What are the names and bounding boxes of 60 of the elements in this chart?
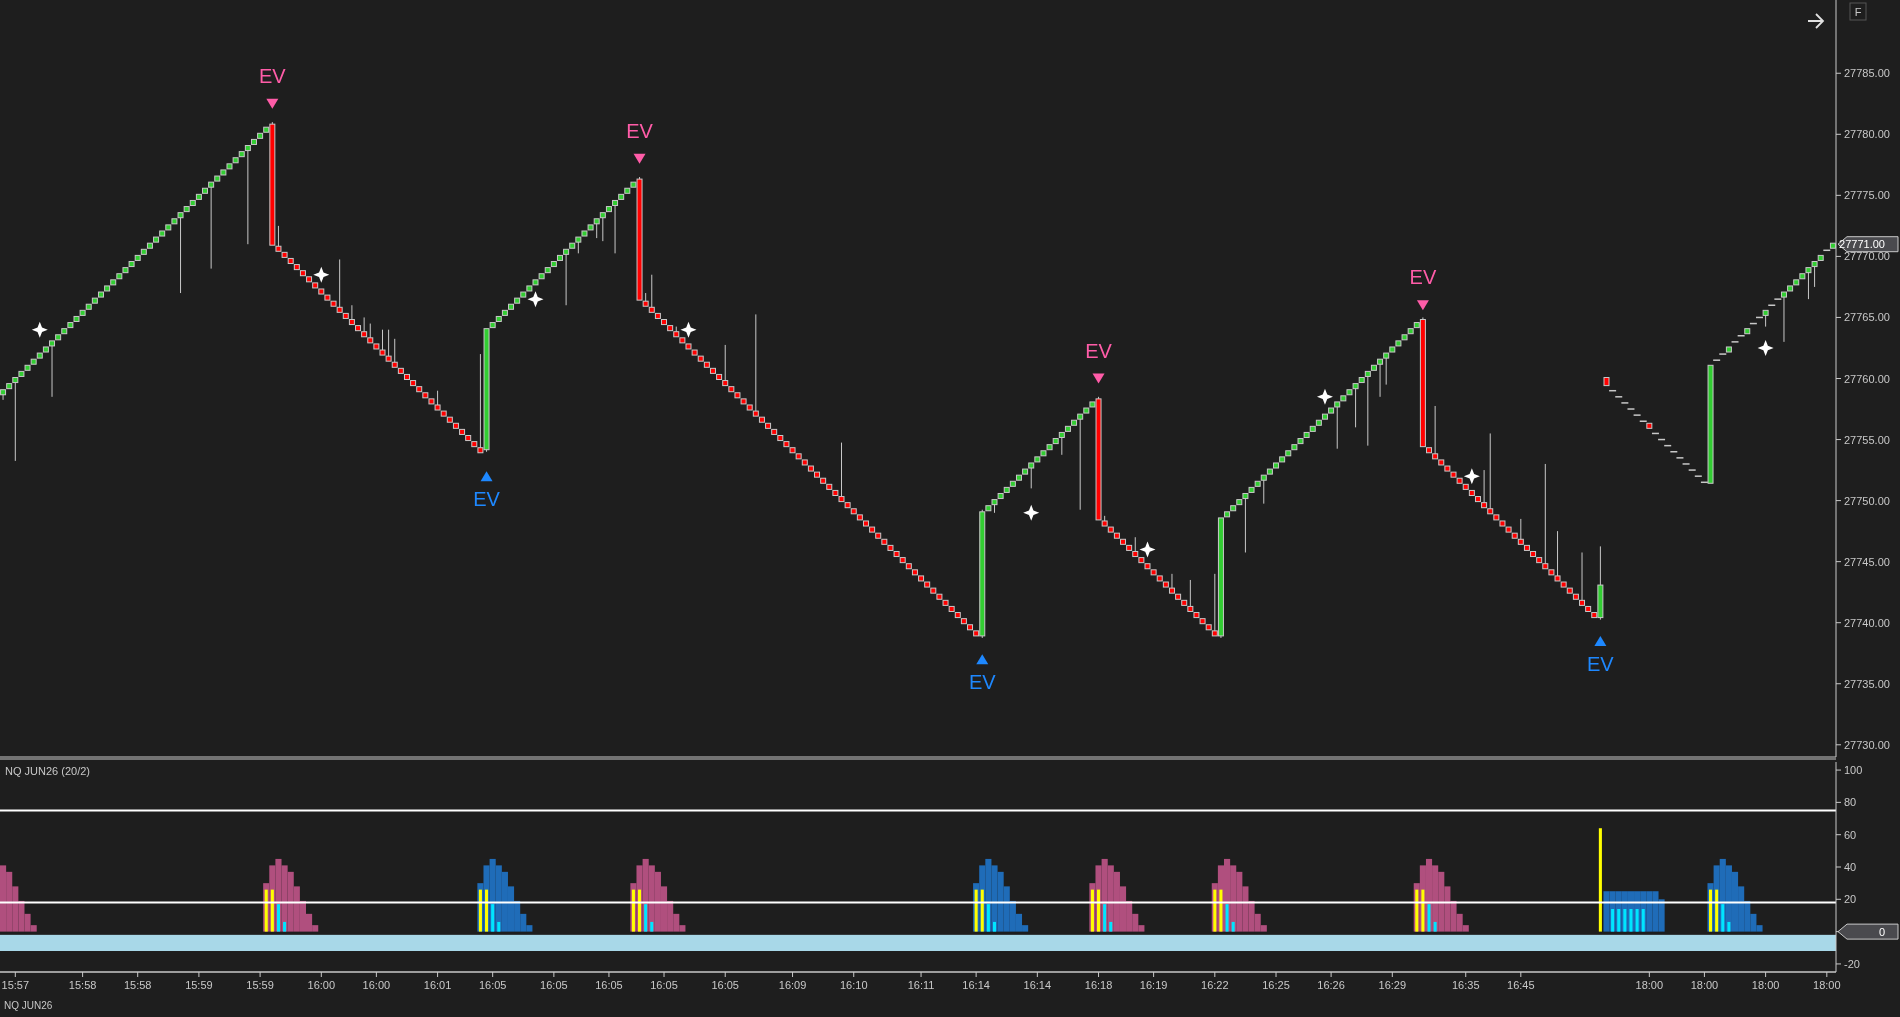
y-tick-label: 27750.00: [1844, 494, 1890, 507]
x-tick-label: 18:00: [1813, 979, 1841, 991]
y-tick-label: 27730.00: [1844, 738, 1890, 751]
y-tick-label: 100: [1844, 764, 1863, 777]
text: 27771.00: [1839, 238, 1885, 251]
y-tick-label: 40: [1844, 861, 1857, 873]
y-tick-label: 27785.00: [1844, 67, 1890, 80]
x-tick-label: 16:00: [307, 979, 336, 991]
x-tick-label: 16:22: [1201, 979, 1229, 991]
text: 0: [1878, 925, 1885, 938]
x-tick-label: 18:00: [1751, 979, 1780, 991]
text: EV: [1409, 266, 1437, 289]
x-tick-label: 15:59: [185, 979, 213, 991]
text: EV: [473, 488, 500, 511]
y-tick-label: 27765.00: [1844, 311, 1890, 324]
x-tick-label: 16:05: [540, 979, 568, 991]
x-tick-label: 16:19: [1139, 979, 1168, 991]
y-tick-label: 27755.00: [1844, 433, 1890, 446]
series-label: EV: [626, 119, 654, 142]
x-tick-label: 18:00: [1635, 979, 1664, 991]
text: EV: [259, 64, 286, 87]
x-tick-label: 16:14: [962, 979, 990, 991]
series-label: EV: [1587, 653, 1615, 676]
x-tick-label: 16:05: [478, 979, 507, 991]
x-tick-label: 15:57: [1, 979, 30, 991]
x-tick-label: 16:14: [1023, 979, 1052, 991]
text: EV: [968, 671, 996, 694]
x-tick-label: 15:58: [68, 979, 97, 991]
text: F: [1854, 6, 1862, 18]
y-tick-label: 20: [1844, 893, 1857, 906]
x-tick-label: 16:18: [1084, 979, 1113, 991]
y-tick-label: 27735.00: [1844, 677, 1890, 690]
x-tick-label: 15:58: [123, 979, 152, 991]
y-tick-label: -20: [1844, 957, 1860, 970]
y-tick-label: 27740.00: [1844, 616, 1890, 629]
x-tick-label: 16:45: [1507, 979, 1535, 991]
x-tick-label: 16:25: [1262, 979, 1290, 991]
text: EV: [1085, 339, 1112, 362]
x-tick-label: 16:09: [778, 979, 807, 991]
x-tick-label: 16:05: [711, 979, 739, 991]
chart-title: NQ JUN26 (20/2): [5, 765, 90, 777]
y-tick-label: 27760.00: [1844, 372, 1890, 385]
x-tick-label: 16:05: [595, 979, 623, 991]
y-tick-label: 27770.00: [1844, 250, 1890, 263]
x-tick-label: 16:01: [423, 979, 452, 991]
x-tick-label: 16:05: [650, 979, 678, 991]
y-tick-label: 27745.00: [1844, 555, 1890, 568]
x-tick-label: 18:00: [1690, 979, 1719, 991]
x-tick-label: 15:59: [246, 979, 274, 991]
y-tick-label: 80: [1844, 796, 1857, 809]
x-tick-label: 16:00: [362, 979, 391, 991]
x-tick-label: 16:10: [839, 979, 868, 991]
text: NQ JUN26: [4, 1000, 53, 1011]
x-tick-label: 16:29: [1378, 979, 1407, 991]
x-tick-label: 16:35: [1451, 979, 1480, 991]
y-tick-label: 27775.00: [1844, 189, 1890, 202]
y-tick-label: 60: [1844, 828, 1857, 841]
y-tick-label: 27780.00: [1844, 128, 1890, 141]
x-tick-label: 16:11: [907, 979, 935, 991]
x-tick-label: 16:26: [1317, 979, 1345, 991]
